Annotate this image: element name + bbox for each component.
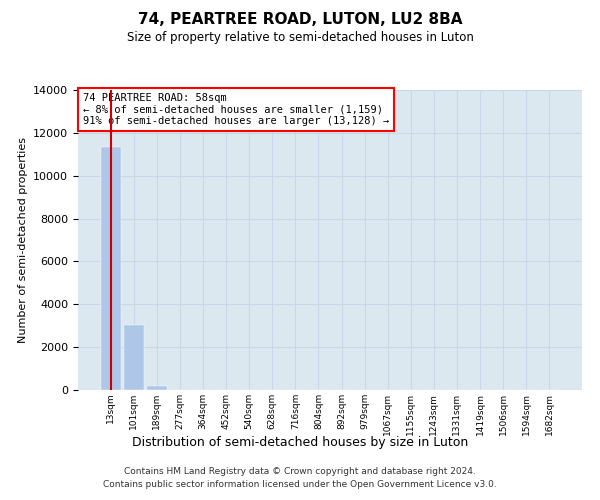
Text: Contains public sector information licensed under the Open Government Licence v3: Contains public sector information licen… — [103, 480, 497, 489]
Text: Size of property relative to semi-detached houses in Luton: Size of property relative to semi-detach… — [127, 31, 473, 44]
Bar — [124, 326, 143, 390]
Text: Contains HM Land Registry data © Crown copyright and database right 2024.: Contains HM Land Registry data © Crown c… — [124, 467, 476, 476]
Bar — [101, 147, 121, 390]
Text: 74, PEARTREE ROAD, LUTON, LU2 8BA: 74, PEARTREE ROAD, LUTON, LU2 8BA — [138, 12, 462, 28]
Y-axis label: Number of semi-detached properties: Number of semi-detached properties — [17, 137, 28, 343]
Text: 74 PEARTREE ROAD: 58sqm
← 8% of semi-detached houses are smaller (1,159)
91% of : 74 PEARTREE ROAD: 58sqm ← 8% of semi-det… — [83, 93, 389, 126]
Text: Distribution of semi-detached houses by size in Luton: Distribution of semi-detached houses by … — [132, 436, 468, 449]
Bar — [147, 386, 167, 390]
